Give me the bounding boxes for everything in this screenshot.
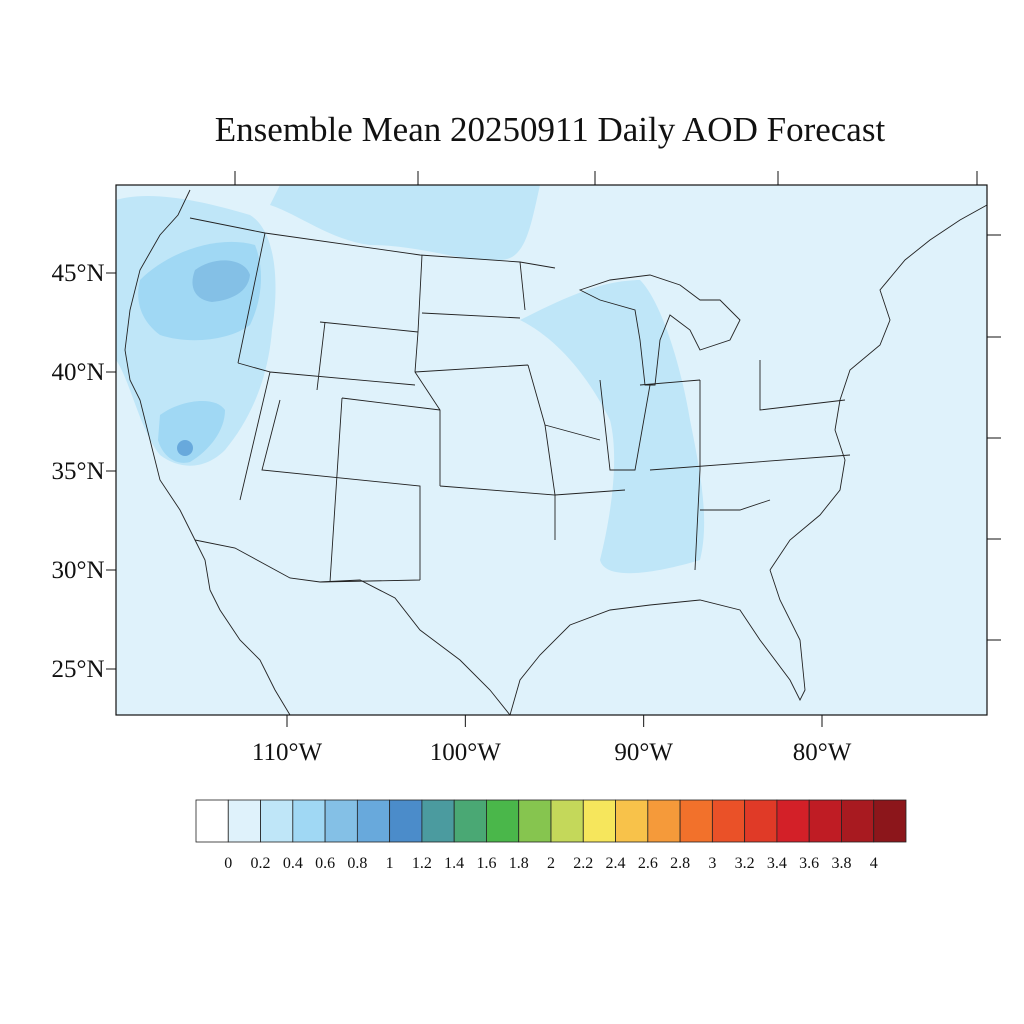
mexico-border: [194, 539, 511, 715]
gulf-coastline: [509, 569, 806, 715]
colorbar-swatch: [711, 799, 746, 843]
colorbar-swatch: [486, 799, 520, 843]
colorbar-swatch: [356, 799, 391, 843]
east-coastline: [769, 204, 987, 571]
lon-tick-label: 110°W: [252, 739, 323, 766]
colorbar-swatch: [227, 799, 261, 843]
colorbar-label: 4: [870, 855, 878, 872]
lat-tick-label: 35°N: [51, 458, 104, 485]
colorbar-swatch: [550, 799, 584, 843]
lat-tick-label: 25°N: [51, 656, 104, 683]
aod-plume-oregon-core: [192, 260, 250, 302]
colorbar-label: 1.2: [412, 855, 432, 872]
aod-plume-north: [270, 185, 540, 261]
colorbar-swatch: [582, 799, 616, 843]
colorbar-label: 2.8: [670, 855, 690, 872]
colorbar-swatch: [776, 799, 810, 843]
colorbar-label: 2: [547, 855, 555, 872]
colorbar-swatch: [389, 799, 423, 843]
lat-tick-label: 30°N: [51, 557, 104, 584]
colorbar-label: 1.8: [509, 855, 529, 872]
axis-ticks: 45°N 40°N 35°N 30°N 25°N 110°W 100°W 90°W 80°W: [51, 171, 1001, 766]
colorbar-label: 2.2: [573, 855, 593, 872]
colorbar-label: 1: [386, 855, 394, 872]
colorbar-label: 0.8: [347, 855, 367, 872]
aod-plume-nevada-core: [177, 440, 193, 456]
colorbar-swatch: [808, 799, 842, 843]
lon-tick-label: 90°W: [614, 739, 673, 766]
state-lines: [237, 232, 851, 583]
aod-plume-nevada: [158, 400, 225, 463]
colorbar: 0 0.2 0.4 0.6 0.8 1 1.2 1.4 1.6 1.8 2 2.2 2.4 2.6 2.8 3…: [195, 799, 907, 872]
colorbar-swatch: [260, 799, 294, 843]
boundary-layer: [124, 189, 987, 715]
map-frame: [115, 184, 988, 716]
colorbar-swatch: [421, 799, 455, 843]
colorbar-swatch: [292, 799, 326, 843]
colorbar-swatch: [679, 799, 713, 843]
great-lakes: [578, 274, 741, 386]
colorbar-label: 0.4: [283, 855, 303, 872]
lat-tick-label: 40°N: [51, 359, 104, 386]
colorbar-swatch: [615, 799, 649, 843]
colorbar-swatch: [195, 799, 229, 843]
west-coastline: [124, 189, 211, 591]
colorbar-swatch: [744, 799, 778, 843]
colorbar-label: 1.4: [444, 855, 464, 872]
colorbar-label: 2.6: [638, 855, 658, 872]
colorbar-swatch: [518, 799, 552, 843]
colorbar-label: 1.6: [476, 855, 496, 872]
colorbar-label: 3: [708, 855, 716, 872]
map-title: Ensemble Mean 20250911 Daily AOD Forecas…: [214, 110, 886, 149]
canada-border: [189, 217, 556, 269]
colorbar-swatch: [647, 799, 681, 843]
colorbar-label: 0.6: [315, 855, 335, 872]
colorbar-label: 3.8: [831, 855, 851, 872]
colorbar-label: 0.2: [251, 855, 271, 872]
colorbar-swatch: [873, 799, 907, 843]
lon-tick-label: 100°W: [430, 739, 501, 766]
baja-coastline: [209, 589, 291, 715]
colorbar-label: 3.6: [799, 855, 819, 872]
lon-tick-label: 80°W: [793, 739, 852, 766]
colorbar-swatch: [453, 799, 487, 843]
lat-tick-label: 45°N: [51, 260, 104, 287]
colorbar-label: 3.2: [735, 855, 755, 872]
colorbar-label: 0: [224, 855, 232, 872]
colorbar-label: 3.4: [767, 855, 787, 872]
colorbar-swatch: [324, 799, 358, 843]
colorbar-swatch: [841, 799, 875, 843]
colorbar-label: 2.4: [606, 855, 626, 872]
